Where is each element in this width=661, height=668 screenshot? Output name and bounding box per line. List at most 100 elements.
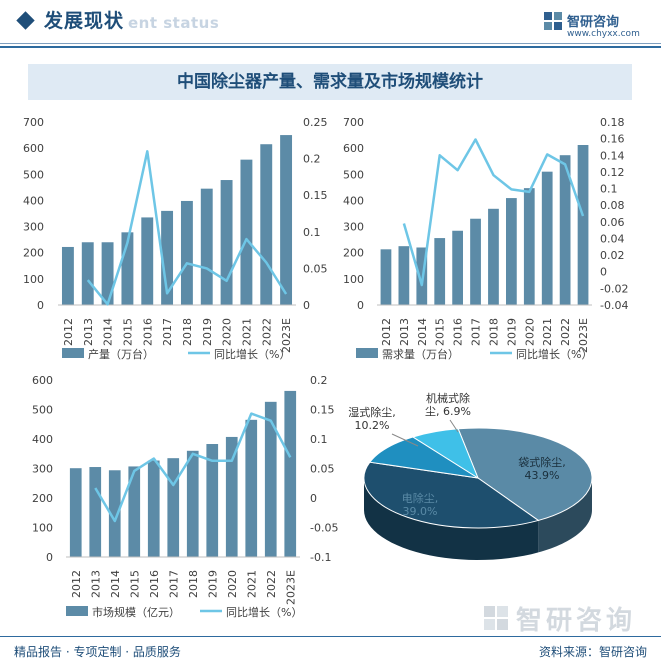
page-title: 发展现状 xyxy=(44,10,125,32)
x-tick-label: 2017 xyxy=(167,570,180,598)
x-tick-label: 2021 xyxy=(240,318,253,346)
pie-slice xyxy=(457,427,593,521)
pie-slice-label: 袋式除尘, xyxy=(518,455,566,469)
bar xyxy=(69,468,82,557)
bar xyxy=(141,217,154,305)
y-right-tick-label: 0 xyxy=(303,299,310,312)
y-left-tick-label: 0 xyxy=(46,551,53,564)
x-tick-label: 2019 xyxy=(206,570,219,598)
x-tick-label: 2022 xyxy=(265,570,278,598)
y-right-tick-label: -0.05 xyxy=(310,522,338,535)
brand-name: 智研咨询 xyxy=(567,15,620,30)
bar xyxy=(147,460,160,557)
bar xyxy=(398,246,410,305)
bar xyxy=(284,390,297,557)
y-right-tick-label: 0.1 xyxy=(303,226,321,239)
pie-slice-label: 43.9% xyxy=(525,469,560,482)
y-right-tick-label: 0.1 xyxy=(600,183,618,196)
bar xyxy=(89,467,102,557)
bar xyxy=(280,135,293,305)
x-tick-label: 2014 xyxy=(102,318,115,346)
y-right-tick-label: 0.16 xyxy=(600,133,625,146)
y-right-tick-label: 0.1 xyxy=(310,433,328,446)
y-right-tick-label: -0.04 xyxy=(600,299,628,312)
header-divider-thick xyxy=(0,46,661,48)
x-tick-label: 2016 xyxy=(452,318,465,346)
bar xyxy=(200,188,213,305)
bar xyxy=(541,171,553,305)
y-left-tick-label: 500 xyxy=(32,404,53,417)
bar xyxy=(559,155,571,305)
x-tick-label: 2023E xyxy=(284,570,297,605)
legend-swatch-bar xyxy=(62,348,84,358)
y-left-tick-label: 200 xyxy=(343,247,364,260)
x-tick-label: 2014 xyxy=(416,318,429,346)
y-right-tick-label: 0 xyxy=(310,492,317,505)
bar xyxy=(101,242,114,305)
y-left-tick-label: 600 xyxy=(32,374,53,387)
x-tick-label: 2019 xyxy=(201,318,214,346)
bar xyxy=(161,210,174,305)
x-tick-label: 2014 xyxy=(109,570,122,598)
bar xyxy=(206,444,219,557)
y-left-tick-label: 100 xyxy=(32,522,53,535)
x-tick-label: 2018 xyxy=(487,318,500,346)
x-tick-label: 2012 xyxy=(380,318,393,346)
brand-url: www.chyxx.com xyxy=(567,29,640,39)
header-divider xyxy=(0,43,661,44)
footer-slogan: 精品报告 · 专项定制 · 品质服务 xyxy=(14,645,181,659)
pie-slice-label: 机械式除 xyxy=(426,391,470,405)
y-right-tick-label: 0.14 xyxy=(600,149,625,162)
y-left-tick-label: 400 xyxy=(32,433,53,446)
growth-line xyxy=(94,412,292,523)
x-tick-label: 2023E xyxy=(280,318,293,353)
brand-logo-icon xyxy=(544,12,562,30)
bar xyxy=(128,466,141,557)
legend-label-bar: 产量（万台） xyxy=(88,347,154,361)
y-right-tick-label: 0.05 xyxy=(303,262,328,275)
legend-label-line: 同比增长（%） xyxy=(516,347,592,361)
y-right-tick-label: 0.08 xyxy=(600,199,625,212)
x-tick-label: 2022 xyxy=(260,318,273,346)
bar xyxy=(81,242,94,305)
legend-swatch-bar xyxy=(66,606,88,616)
pie-slice xyxy=(368,436,479,479)
bar xyxy=(240,159,253,305)
y-left-tick-label: 0 xyxy=(357,299,364,312)
pie-slice-label: 39.0% xyxy=(403,505,438,518)
footer-divider xyxy=(0,636,661,637)
legend-swatch-bar xyxy=(356,348,378,358)
bar xyxy=(577,145,589,305)
bar xyxy=(186,450,199,557)
x-tick-label: 2019 xyxy=(505,318,518,346)
pie-slice-side xyxy=(538,478,592,553)
x-tick-label: 2021 xyxy=(541,318,554,346)
x-tick-label: 2017 xyxy=(161,318,174,346)
bar xyxy=(121,232,134,305)
legend-label-bar: 需求量（万台） xyxy=(382,347,459,361)
x-tick-label: 2017 xyxy=(470,318,483,346)
y-left-tick-label: 700 xyxy=(343,116,364,129)
y-left-tick-label: 200 xyxy=(32,492,53,505)
y-right-tick-label: -0.02 xyxy=(600,282,628,295)
bar xyxy=(488,208,499,305)
growth-line xyxy=(402,138,585,287)
y-left-tick-label: 600 xyxy=(343,142,364,155)
y-right-tick-label: -0.1 xyxy=(310,551,331,564)
y-right-tick-label: 0.2 xyxy=(303,153,321,166)
y-right-tick-label: 0 xyxy=(600,266,607,279)
y-left-tick-label: 300 xyxy=(343,221,364,234)
pie-slice xyxy=(363,461,540,529)
x-tick-label: 2015 xyxy=(121,318,134,346)
watermark-text: 智研咨询 xyxy=(516,606,637,636)
pie-leader-line xyxy=(391,433,419,447)
x-tick-label: 2018 xyxy=(187,570,200,598)
pie-slice-label: 10.2% xyxy=(355,419,390,432)
figure-title: 中国除尘器产量、需求量及市场规模统计 xyxy=(177,72,483,92)
y-left-tick-label: 0 xyxy=(37,299,44,312)
bar xyxy=(380,249,392,305)
bar xyxy=(452,230,463,305)
y-right-tick-label: 0.02 xyxy=(600,249,625,262)
bar xyxy=(61,246,74,305)
bar xyxy=(264,401,277,557)
